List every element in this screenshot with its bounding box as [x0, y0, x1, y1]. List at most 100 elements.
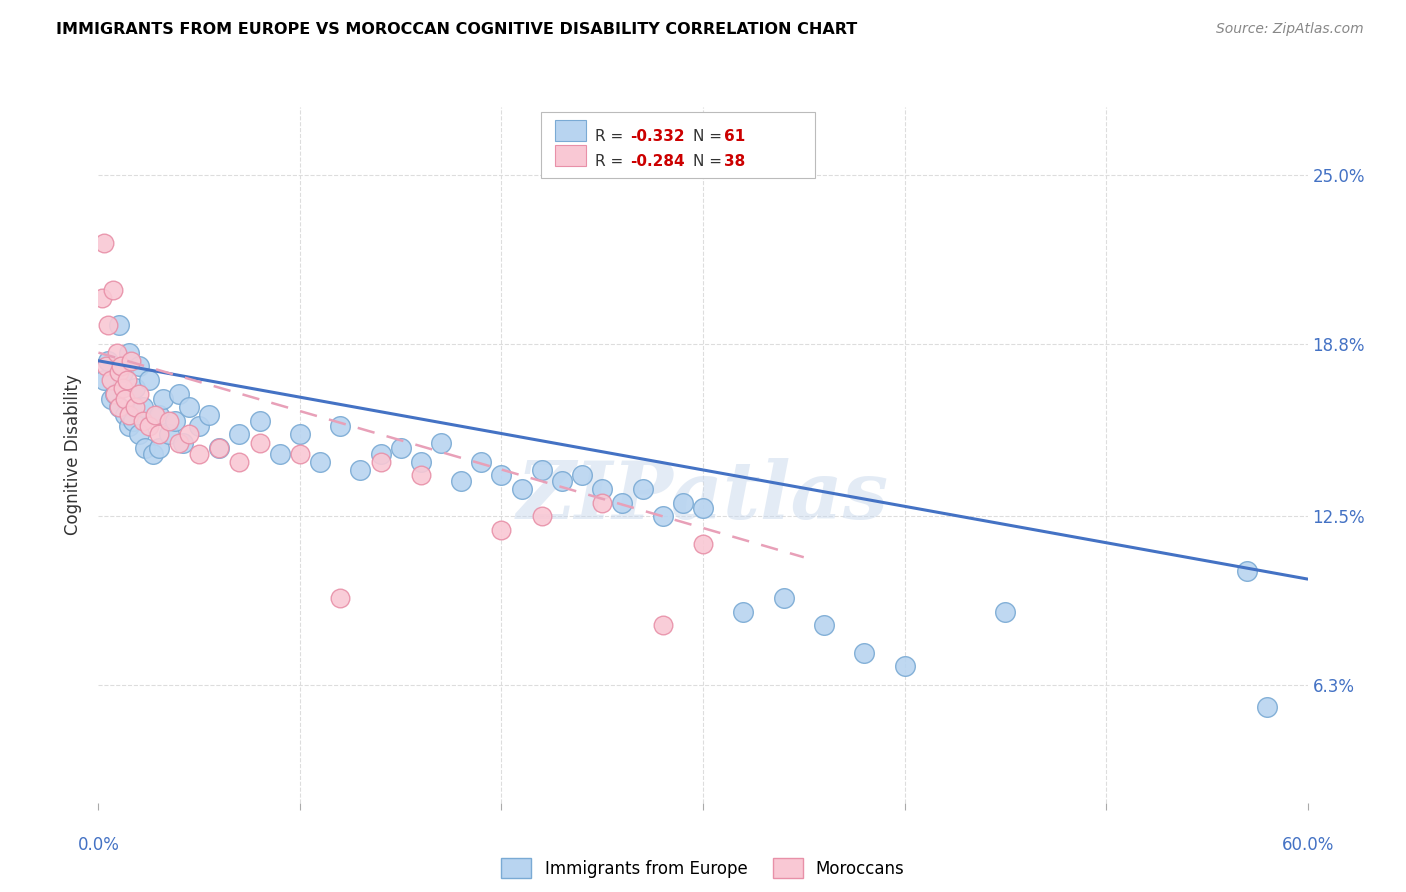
- Point: [551, 474, 574, 488]
- Point: [167, 386, 190, 401]
- Point: [228, 427, 250, 442]
- Text: -0.332: -0.332: [630, 129, 685, 145]
- Point: [110, 359, 132, 374]
- Point: [128, 386, 150, 401]
- Point: [510, 482, 533, 496]
- Point: [853, 646, 876, 660]
- Point: [111, 365, 134, 379]
- Point: [132, 414, 155, 428]
- Point: [143, 409, 166, 423]
- Point: [651, 509, 673, 524]
- Point: [132, 400, 155, 414]
- Point: [389, 441, 412, 455]
- Point: [329, 419, 352, 434]
- Point: [188, 446, 211, 460]
- Point: [733, 605, 755, 619]
- Point: [530, 509, 553, 524]
- Point: [430, 435, 453, 450]
- Point: [124, 381, 146, 395]
- Point: [179, 400, 201, 414]
- Point: [571, 468, 593, 483]
- Point: [121, 414, 143, 428]
- Point: [167, 435, 190, 450]
- Point: [148, 409, 170, 423]
- Text: -0.284: -0.284: [630, 154, 685, 169]
- Point: [152, 392, 174, 406]
- Point: [124, 400, 146, 414]
- Point: [893, 659, 915, 673]
- Point: [672, 496, 695, 510]
- Point: [97, 353, 120, 368]
- Point: [651, 618, 673, 632]
- Point: [157, 427, 180, 442]
- Point: [198, 409, 221, 423]
- Point: [370, 455, 392, 469]
- Point: [530, 463, 553, 477]
- Point: [138, 419, 160, 434]
- Point: [370, 446, 392, 460]
- Point: [692, 501, 714, 516]
- Text: IMMIGRANTS FROM EUROPE VS MOROCCAN COGNITIVE DISABILITY CORRELATION CHART: IMMIGRANTS FROM EUROPE VS MOROCCAN COGNI…: [56, 22, 858, 37]
- Point: [120, 353, 142, 368]
- Point: [208, 441, 231, 455]
- Point: [128, 359, 150, 374]
- Point: [409, 455, 432, 469]
- Point: [97, 318, 120, 333]
- Point: [491, 468, 513, 483]
- Point: [118, 419, 141, 434]
- Point: [288, 427, 311, 442]
- Point: [631, 482, 654, 496]
- Point: [107, 318, 129, 333]
- Point: [100, 392, 122, 406]
- Point: [114, 392, 136, 406]
- Point: [591, 496, 613, 510]
- Point: [101, 283, 124, 297]
- Point: [100, 373, 122, 387]
- Text: R =: R =: [595, 129, 628, 145]
- Point: [994, 605, 1017, 619]
- Text: R =: R =: [595, 154, 628, 169]
- Point: [249, 414, 271, 428]
- Point: [115, 373, 138, 387]
- Text: 61: 61: [724, 129, 745, 145]
- Text: N =: N =: [693, 129, 727, 145]
- Point: [114, 409, 136, 423]
- Point: [591, 482, 613, 496]
- Point: [450, 474, 472, 488]
- Point: [692, 536, 714, 550]
- Point: [329, 591, 352, 606]
- Point: [309, 455, 332, 469]
- Point: [772, 591, 794, 606]
- Text: Source: ZipAtlas.com: Source: ZipAtlas.com: [1216, 22, 1364, 37]
- Point: [91, 291, 114, 305]
- Point: [228, 455, 250, 469]
- Point: [148, 427, 170, 442]
- Point: [612, 496, 634, 510]
- Legend: Immigrants from Europe, Moroccans: Immigrants from Europe, Moroccans: [495, 851, 911, 885]
- Point: [118, 345, 141, 359]
- Point: [107, 400, 129, 414]
- Text: 38: 38: [724, 154, 745, 169]
- Point: [1256, 700, 1278, 714]
- Point: [470, 455, 492, 469]
- Text: N =: N =: [693, 154, 727, 169]
- Point: [118, 409, 141, 423]
- Point: [349, 463, 371, 477]
- Point: [107, 365, 129, 379]
- Point: [138, 373, 160, 387]
- Point: [1236, 564, 1258, 578]
- Point: [107, 400, 129, 414]
- Point: [142, 446, 165, 460]
- Point: [813, 618, 835, 632]
- Point: [288, 446, 311, 460]
- Point: [188, 419, 211, 434]
- Point: [134, 441, 156, 455]
- Point: [163, 414, 186, 428]
- Point: [491, 523, 513, 537]
- Point: [105, 345, 128, 359]
- Point: [157, 414, 180, 428]
- Point: [103, 386, 125, 401]
- Text: 60.0%: 60.0%: [1281, 836, 1334, 854]
- Point: [93, 236, 115, 251]
- Point: [103, 386, 125, 401]
